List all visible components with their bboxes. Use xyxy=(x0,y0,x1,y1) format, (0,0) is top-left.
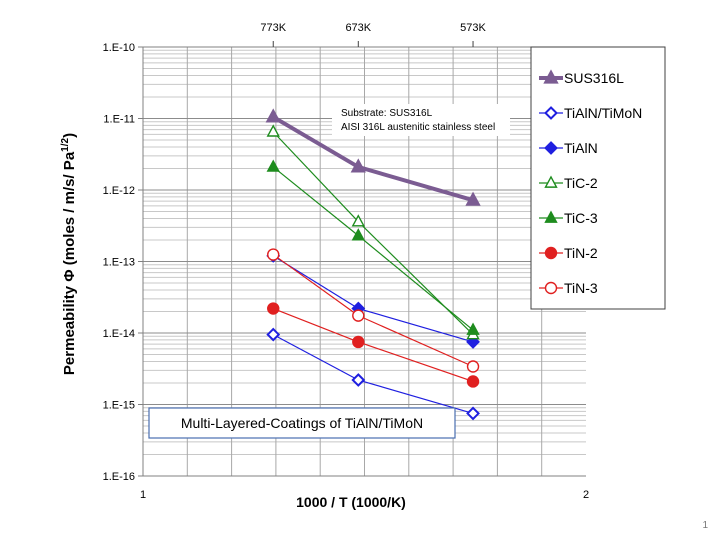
coatings-label: Multi-Layered-Coatings of TiAlN/TiMoN xyxy=(181,415,423,431)
data-point xyxy=(466,360,480,373)
legend: SUS316L TiAlN/TiMoN TiAlN TiC-2 TiC-3 TiN-2 Ti… xyxy=(530,46,666,310)
legend-label: TiAlN xyxy=(564,140,598,156)
legend-swatch-marker xyxy=(544,175,558,188)
y-tick-label: 1.E-11 xyxy=(103,114,135,126)
data-point xyxy=(352,309,365,322)
data-point xyxy=(351,373,366,387)
legend-swatch-marker xyxy=(544,210,558,223)
legend-swatch-marker xyxy=(544,106,558,120)
data-point xyxy=(266,159,280,172)
y-tick-label: 1.E-15 xyxy=(103,400,135,412)
top-axis-label: 773K xyxy=(260,22,286,34)
legend-swatch-marker xyxy=(544,246,558,260)
legend-label: TiN-3 xyxy=(564,280,598,296)
data-point xyxy=(351,228,365,241)
data-point xyxy=(267,302,280,315)
data-point xyxy=(465,191,481,206)
data-point xyxy=(351,214,365,227)
data-point xyxy=(265,108,281,123)
annotation-bg xyxy=(332,104,510,136)
x-tick-label: 2 xyxy=(583,489,589,501)
data-point xyxy=(466,406,480,421)
labels: Substrate: SUS316L AISI 316L austenitic s… xyxy=(60,104,708,531)
legend-box xyxy=(530,46,666,310)
legend-swatch-marker xyxy=(544,141,558,155)
y-axis-title: Permeability Φ (moles / m/s/ Pa1/2) xyxy=(60,133,78,375)
annotation-text: AISI 316L austenitic stainless steel xyxy=(341,122,495,133)
x-tick-label: 1 xyxy=(140,489,146,501)
y-tick-label: 1.E-13 xyxy=(103,257,135,269)
coatings-box xyxy=(148,407,456,439)
page-number: 1 xyxy=(702,520,708,531)
series-layer xyxy=(265,108,481,421)
legend-swatch-marker xyxy=(544,281,558,295)
legend-label: TiC-2 xyxy=(564,175,598,191)
data-point xyxy=(350,158,366,173)
data-point xyxy=(267,248,280,261)
legend-label: TiN-2 xyxy=(564,245,598,261)
top-axis-label: 673K xyxy=(345,22,371,34)
legend-label: TiAlN/TiMoN xyxy=(564,105,642,121)
top-axis-label: 573K xyxy=(460,22,486,34)
annotation-text: Substrate: SUS316L xyxy=(341,108,433,119)
data-point xyxy=(266,327,281,342)
axes: 1.E-16 1.E-15 1.E-14 1.E-13 1.E-12 1.E-11 1.E-… xyxy=(103,22,589,501)
data-point xyxy=(466,322,480,335)
x-axis-title: 1000 / T (1000/K) xyxy=(296,494,406,510)
y-tick-label: 1.E-16 xyxy=(103,471,135,483)
data-point xyxy=(466,375,480,388)
legend-swatch-marker xyxy=(543,69,559,84)
y-tick-label: 1.E-12 xyxy=(103,185,135,197)
y-tick-label: 1.E-10 xyxy=(103,42,135,54)
legend-label: TiC-3 xyxy=(564,210,598,226)
data-point xyxy=(352,335,365,349)
legend-label: SUS316L xyxy=(564,70,624,86)
y-tick-label: 1.E-14 xyxy=(103,328,135,340)
data-point xyxy=(266,124,280,137)
